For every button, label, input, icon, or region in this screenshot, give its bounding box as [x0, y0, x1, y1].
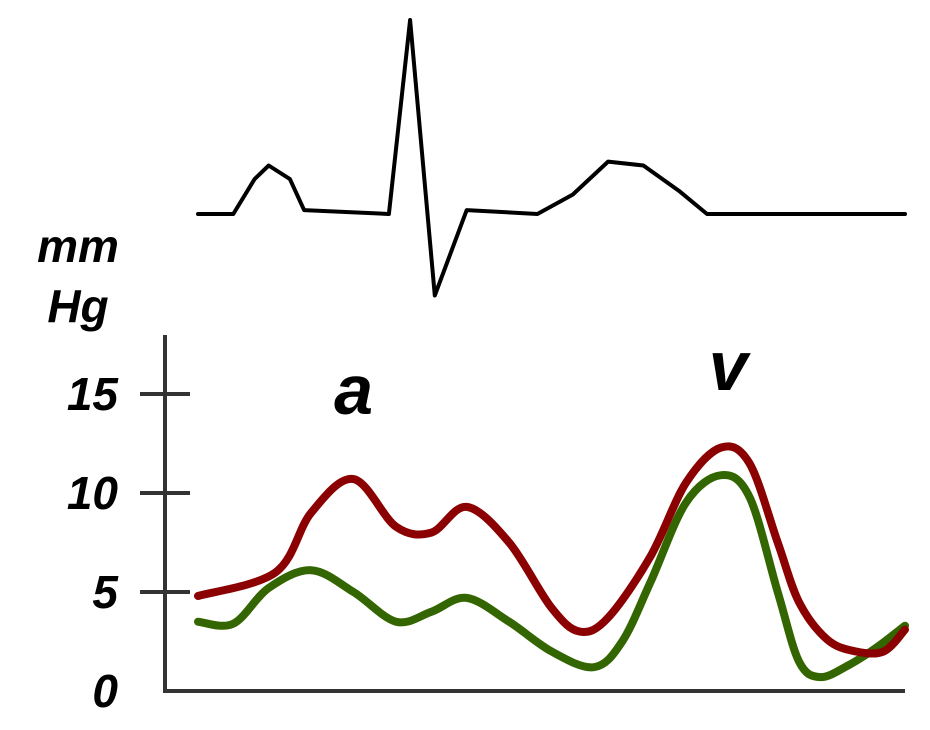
- ecg-trace: [196, 18, 907, 298]
- y-tick-label: 0: [92, 665, 118, 717]
- y-tick-label: 15: [67, 368, 120, 420]
- red-pressure-curve: [194, 442, 909, 658]
- pressure-series-group: [194, 442, 909, 682]
- wave-label-v: v: [709, 327, 752, 405]
- y-axis-group: 0 5 10 15: [67, 335, 905, 717]
- ecg-trace-group: [196, 18, 907, 298]
- ylabel-line-1: mm: [37, 220, 119, 272]
- y-tick-label: 10: [67, 467, 119, 519]
- wave-label-a: a: [334, 351, 373, 429]
- y-tick-label: 5: [92, 566, 119, 618]
- green-pressure-curve: [194, 471, 909, 682]
- ylabel-line-2: Hg: [47, 280, 108, 332]
